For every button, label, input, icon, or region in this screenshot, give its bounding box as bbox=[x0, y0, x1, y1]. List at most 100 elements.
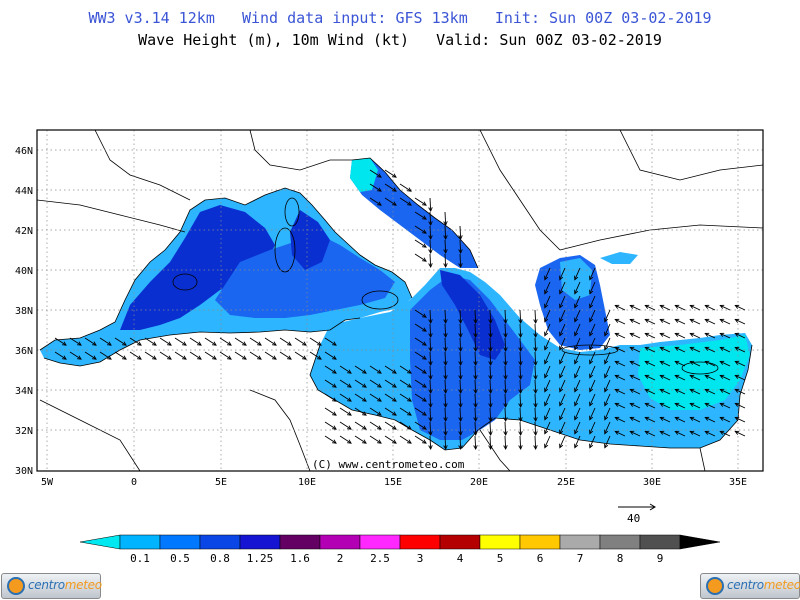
wind-arrow-head bbox=[629, 388, 635, 393]
wind-arrow-head bbox=[347, 383, 352, 388]
sea-tyrrhenian-dark bbox=[290, 210, 330, 270]
wind-arrow bbox=[429, 407, 432, 422]
wind-arrow-head bbox=[422, 243, 427, 248]
colorbar-label: 6 bbox=[537, 552, 544, 565]
wind-arrow bbox=[559, 365, 566, 378]
wind-arrow bbox=[384, 435, 397, 444]
wind-arrow-head bbox=[719, 388, 725, 393]
lon-label: 0 bbox=[131, 477, 137, 488]
wind-arrow bbox=[534, 393, 537, 408]
wind-arrow bbox=[219, 351, 232, 360]
wind-reference-arrow: 40 bbox=[618, 503, 656, 525]
wind-arrow bbox=[384, 393, 397, 402]
wind-arrow bbox=[429, 435, 432, 450]
wind-arrow bbox=[705, 347, 716, 353]
wind-arrow bbox=[615, 347, 626, 353]
wind-arrow bbox=[414, 421, 427, 430]
wind-arrow-head bbox=[458, 235, 463, 240]
colorbar-box bbox=[519, 534, 561, 550]
wind-arrow-head bbox=[422, 257, 427, 262]
wind-arrow bbox=[675, 347, 686, 353]
wind-arrow-head bbox=[604, 415, 609, 421]
wind-arrow-head bbox=[377, 439, 382, 444]
wind-arrow-head bbox=[674, 304, 680, 309]
wind-arrow bbox=[444, 421, 447, 436]
wind-arrow-head bbox=[704, 346, 710, 351]
wind-arrow-head bbox=[559, 373, 564, 379]
wind-arrow bbox=[279, 351, 292, 360]
wind-arrow-head bbox=[589, 429, 594, 435]
wind-arrow-head bbox=[574, 359, 579, 365]
wind-arrow-head bbox=[734, 430, 740, 435]
wind-arrow bbox=[574, 393, 581, 406]
wind-arrow bbox=[735, 403, 746, 409]
wind-arrow bbox=[544, 351, 551, 364]
wind-arrow bbox=[589, 323, 596, 336]
wind-arrow-head bbox=[317, 355, 322, 360]
wind-arrow-head bbox=[107, 355, 112, 360]
wind-arrow-head bbox=[589, 289, 594, 295]
wind-arrow-head bbox=[362, 383, 367, 388]
wind-arrow-head bbox=[674, 332, 680, 337]
wind-arrow-head bbox=[574, 275, 579, 281]
wind-arrow bbox=[309, 351, 322, 360]
wind-arrow bbox=[519, 309, 522, 324]
wind-arrow-head bbox=[503, 403, 508, 408]
wind-arrow bbox=[369, 197, 382, 206]
wind-arrow-head bbox=[559, 303, 564, 309]
wind-arrow-head bbox=[443, 445, 448, 450]
wind-arrow-head bbox=[644, 346, 650, 351]
wind-arrow bbox=[504, 351, 507, 366]
colorbar-box bbox=[479, 534, 521, 550]
wind-arrow-head bbox=[503, 375, 508, 380]
wind-arrow-head bbox=[428, 333, 433, 338]
wind-arrow-head bbox=[428, 221, 433, 226]
wind-arrow-head bbox=[518, 375, 523, 380]
lon-label: 20E bbox=[470, 477, 488, 488]
wind-arrow-head bbox=[734, 332, 740, 337]
wind-arrow-head bbox=[559, 401, 564, 407]
wind-arrow-head bbox=[689, 346, 695, 351]
wind-arrow-head bbox=[488, 375, 493, 380]
wind-arrow bbox=[574, 351, 581, 364]
wind-arrow-head bbox=[428, 249, 433, 254]
wind-arrow bbox=[544, 323, 551, 336]
colorbar-box bbox=[559, 534, 601, 550]
wind-arrow-head bbox=[629, 430, 635, 435]
wind-arrow bbox=[474, 393, 477, 408]
wind-arrow bbox=[69, 337, 82, 346]
wind-arrow bbox=[399, 393, 412, 402]
wind-arrow bbox=[675, 375, 686, 381]
wind-arrow bbox=[589, 281, 596, 294]
wind-arrow-head bbox=[689, 360, 695, 365]
wind-arrow-head bbox=[473, 389, 478, 394]
wind-arrow bbox=[720, 305, 731, 311]
wind-arrow-head bbox=[589, 373, 594, 379]
wind-arrow-head bbox=[704, 430, 710, 435]
wind-arrow bbox=[589, 295, 596, 308]
wind-arrow bbox=[615, 375, 626, 381]
colorbar-label: 5 bbox=[497, 552, 504, 565]
wind-arrow bbox=[534, 365, 537, 380]
wind-arrow-head bbox=[604, 317, 609, 323]
wind-arrow bbox=[459, 351, 462, 366]
colorbar-box bbox=[199, 534, 241, 550]
wind-arrow-head bbox=[458, 445, 463, 450]
lon-label: 35E bbox=[729, 477, 747, 488]
wind-arrow-head bbox=[422, 397, 427, 402]
wind-arrow-head bbox=[589, 331, 594, 337]
wind-arrow-head bbox=[407, 397, 412, 402]
wind-arrow bbox=[204, 351, 217, 360]
wind-arrow-head bbox=[589, 359, 594, 365]
wind-arrow bbox=[675, 417, 686, 423]
colorbar-label: 9 bbox=[657, 552, 664, 565]
wind-arrow-head bbox=[734, 416, 740, 421]
wind-arrow bbox=[544, 435, 551, 448]
wind-arrow bbox=[369, 183, 382, 192]
wind-arrow bbox=[705, 389, 716, 395]
wind-arrow-head bbox=[518, 389, 523, 394]
wind-arrow bbox=[84, 337, 97, 346]
wind-arrow bbox=[574, 323, 581, 336]
wind-arrow-head bbox=[347, 425, 352, 430]
wind-arrow bbox=[675, 431, 686, 437]
